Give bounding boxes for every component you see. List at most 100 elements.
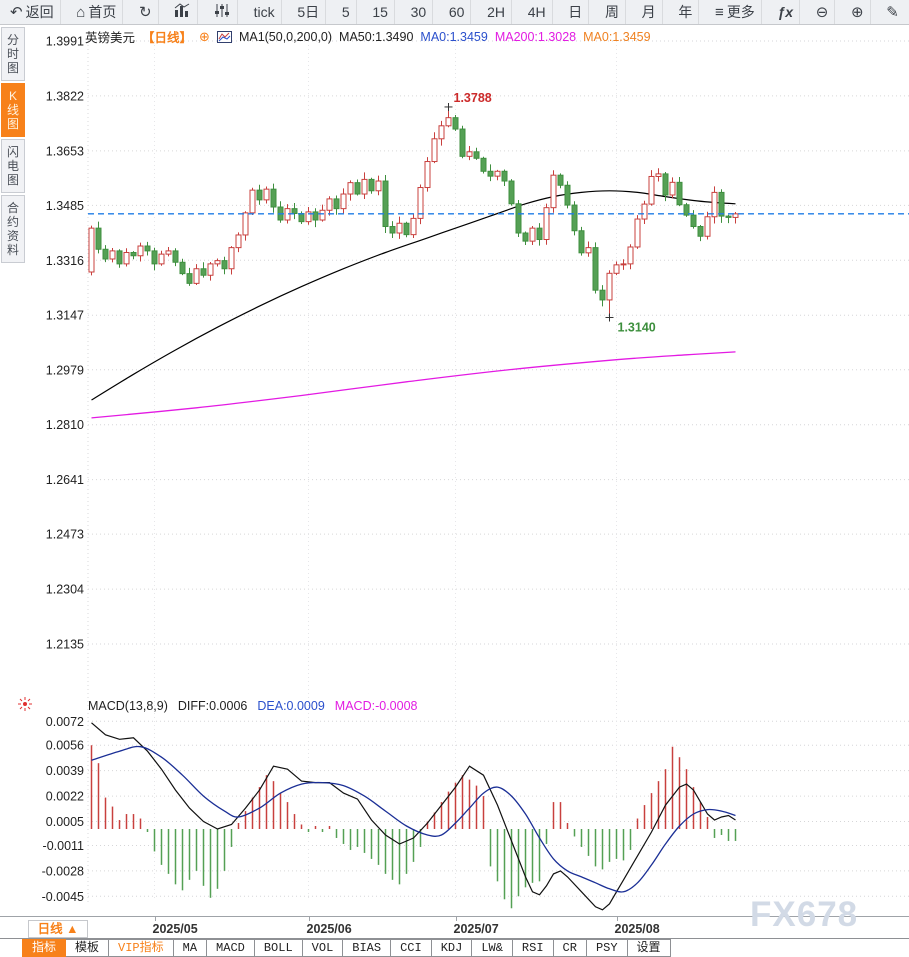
sidebar-item-contract-info[interactable]: 合约资料 [1,195,25,263]
toolbar-label: 日 [568,4,583,20]
toolbar-button-more[interactable]: ≡ 更多 [709,0,762,24]
toolbar-label: 4H [527,4,546,20]
svg-text:1.2304: 1.2304 [46,583,84,597]
sidebar-item-time-chart[interactable]: 分时图 [1,27,25,81]
month-tick [154,917,156,921]
macd-title: MACD(13,8,9) [88,699,168,713]
svg-text:1.3653: 1.3653 [46,144,84,158]
svg-text:1.3147: 1.3147 [46,309,84,323]
toolbar-button-4h[interactable]: 4H [522,0,553,24]
toolbar-button-week[interactable]: 周 [599,0,626,24]
toolbar-button-zoom-in[interactable]: ⊕ [845,0,871,24]
toolbar-label: 周 [604,4,619,20]
mini-chart-icon[interactable] [216,30,232,43]
svg-text:0.0072: 0.0072 [46,715,84,729]
annotations-layer: 1.3788 1.3140 [444,91,656,334]
toolbar-label: 月 [641,4,656,20]
toolbar-label: 5日 [297,4,320,20]
indicator-tab-指标[interactable]: 指标 [22,939,67,957]
sidebar-item-char: 料 [6,243,19,257]
indicator-tab-MACD[interactable]: MACD [207,939,255,957]
svg-text:0.0005: 0.0005 [46,815,84,829]
bar-chart-icon [174,3,191,21]
macd-header: MACD(13,8,9) DIFF:0.0006 DEA:0.0009 MACD… [88,699,417,713]
indicator-tab-设置[interactable]: 设置 [627,939,671,957]
candlestick-chart[interactable]: 1.3991 1.3822 1.3653 1.3485 1.3316 1.3147 1.29… [0,25,909,916]
toolbar-label: tick [253,4,275,20]
toolbar-label: 60 [448,4,465,20]
indicator-tab-VOL[interactable]: VOL [302,939,344,957]
svg-text:1.3788: 1.3788 [454,91,492,105]
sidebar-item-char: 电 [6,159,19,173]
toolbar-label: 首页 [88,4,117,20]
toolbar-button-month[interactable]: 月 [636,0,663,24]
toolbar-button-chart-type[interactable] [168,0,199,24]
macd-value: MACD:-0.0008 [334,699,418,713]
indicator-tab-MA[interactable]: MA [173,939,208,957]
indicator-tab-BIAS[interactable]: BIAS [343,939,392,957]
ma50-value: MA50:1.3490 [339,29,414,44]
sidebar-item-char: 闪 [6,145,19,159]
toolbar-button-day[interactable]: 日 [562,0,590,24]
ma0-blue-value: MA0:1.3459 [420,29,488,44]
ma200-value: MA200:1.3028 [494,29,577,44]
indicator-tab-KDJ[interactable]: KDJ [431,939,473,957]
toolbar-button-2h[interactable]: 2H [481,0,513,24]
toolbar-label: 返回 [25,4,54,20]
indicator-tab-PSY[interactable]: PSY [586,939,628,957]
toolbar-button-indicator-settings[interactable] [208,0,238,24]
toolbar-button-draw[interactable]: ✎ [880,0,905,24]
circle-plus-icon[interactable]: ⊕ [199,28,210,44]
svg-text:1.3316: 1.3316 [46,254,84,268]
indicator-tab-RSI[interactable]: RSI [512,939,554,957]
sidebar-item-char: 图 [6,117,19,131]
svg-text:1.2979: 1.2979 [46,363,84,377]
toolbar-label: 15 [372,4,388,20]
svg-text:1.2135: 1.2135 [46,638,84,652]
toolbar-label: 更多 [726,4,755,20]
svg-text:0.0039: 0.0039 [46,764,84,778]
indicator-sun-icon[interactable] [18,697,32,716]
zoom-in-icon: ⊕ [851,3,864,21]
sidebar-item-char: 约 [6,215,19,229]
toolbar-button-60m[interactable]: 60 [443,0,472,24]
toolbar-label: 年 [678,4,693,20]
zoom-out-icon: ⊖ [815,3,829,21]
toolbar-button-year[interactable]: 年 [672,0,700,24]
svg-text:-0.0028: -0.0028 [42,864,84,878]
toolbar-button-5m[interactable]: 5 [336,0,357,24]
toolbar-label: 2H [487,4,506,20]
toolbar-button-home[interactable]: ⌂ 首页 [70,0,124,24]
toolbar-button-back[interactable]: ↶ 返回 [4,0,61,24]
svg-text:0.0056: 0.0056 [46,739,84,753]
indicator-tab-CR[interactable]: CR [553,939,587,957]
toolbar-button-tick[interactable]: tick [248,0,282,24]
svg-text:1.3140: 1.3140 [618,320,656,334]
indicator-tab-LW&[interactable]: LW& [472,939,513,957]
indicator-tab-BOLL[interactable]: BOLL [254,939,303,957]
x-axis-month-label: 2025/07 [453,922,499,936]
indicator-tab-CCI[interactable]: CCI [391,939,432,957]
toolbar-button-15m[interactable]: 15 [366,0,395,24]
x-axis-month-label: 2025/05 [152,922,198,936]
toolbar-button-formula[interactable]: ƒx [772,0,801,24]
x-axis-month-label: 2025/06 [306,922,352,936]
x-axis-row: 日线 ▲ 2025/05 2025/06 2025/07 2025/08 [0,916,909,939]
chart-header: 英镑美元 【日线】 ⊕ MA1(50,0,200,0) MA50:1.3490 … [85,27,651,46]
indicator-tab-VIP指标[interactable]: VIP指标 [109,939,174,957]
toolbar-button-5d[interactable]: 5日 [291,0,327,24]
svg-text:1.2473: 1.2473 [46,528,84,542]
period-tag: 【日线】 [142,31,193,45]
macd-layer [90,722,737,911]
sidebar-item-lightning-chart[interactable]: 闪电图 [1,139,25,193]
period-selector[interactable]: 日线 ▲ [28,920,88,938]
toolbar-button-zoom-out[interactable]: ⊖ [810,0,836,24]
ma-settings-label: MA1(50,0,200,0) [238,29,333,44]
toolbar-button-refresh[interactable]: ↻ [133,0,159,24]
macd-diff-value: DIFF:0.0006 [177,699,248,713]
indicator-tab-模板[interactable]: 模板 [66,939,110,957]
toolbar-button-30m[interactable]: 30 [405,0,434,24]
